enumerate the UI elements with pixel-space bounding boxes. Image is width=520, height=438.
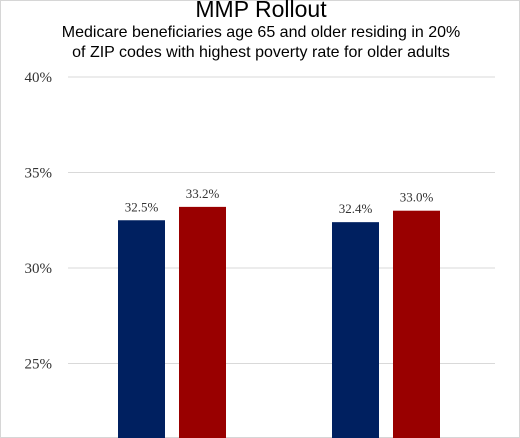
chart-title: MMP Rollout <box>195 0 327 22</box>
y-tick-label: 35% <box>25 166 53 182</box>
data-label-series-2-group-1: 33.2% <box>186 186 220 201</box>
y-tick-label: 25% <box>25 357 53 373</box>
data-label-series-2-group-2: 33.0% <box>400 190 434 205</box>
bar-series-2-group-1 <box>179 206 226 438</box>
data-label-series-1-group-1: 32.5% <box>125 199 159 214</box>
bar-series-1-group-2 <box>332 222 379 438</box>
y-tick-label: 40% <box>25 70 53 86</box>
bar-series-2-group-2 <box>393 210 440 438</box>
data-label-series-1-group-2: 32.4% <box>339 201 373 216</box>
chart-subtitle-line-1: Medicare beneficiaries age 65 and older … <box>61 24 461 41</box>
y-tick-label: 30% <box>25 261 53 277</box>
bar-series-1-group-1 <box>118 220 165 438</box>
chart-subtitle: Medicare beneficiaries age 65 and older … <box>1 23 520 63</box>
chart-subtitle-line-2: of ZIP codes with highest poverty rate f… <box>72 44 450 61</box>
